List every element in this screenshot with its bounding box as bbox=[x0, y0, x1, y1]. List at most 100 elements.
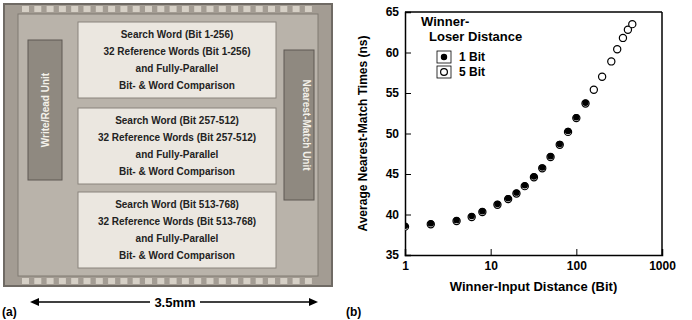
point bbox=[405, 223, 408, 228]
y-tick-label: 40 bbox=[386, 208, 400, 222]
bond-pad bbox=[96, 6, 103, 12]
bond-pad bbox=[231, 278, 238, 284]
point bbox=[629, 21, 636, 28]
chip-core bbox=[18, 14, 318, 276]
point bbox=[405, 223, 409, 230]
array-block bbox=[78, 22, 276, 98]
bond-pad bbox=[84, 6, 91, 12]
point bbox=[608, 58, 615, 65]
bond-pad bbox=[170, 278, 177, 284]
y-axis-line bbox=[406, 13, 412, 256]
y-tick-label: 35 bbox=[386, 248, 400, 262]
bond-pad bbox=[157, 6, 164, 12]
bond-pad bbox=[145, 278, 152, 284]
point bbox=[573, 115, 580, 122]
legend: Winner-Loser Distance1 Bit5 Bit bbox=[421, 14, 522, 79]
write-read-unit bbox=[28, 40, 62, 180]
y-tick: 55 bbox=[386, 86, 411, 100]
x-tick: 100 bbox=[567, 249, 587, 273]
x-tick-label: 100 bbox=[567, 259, 587, 273]
bond-pad bbox=[207, 6, 214, 12]
legend-marker bbox=[441, 69, 448, 76]
block-text: 32 Reference Words (Bit 1-256) bbox=[103, 46, 250, 57]
bond-pad bbox=[293, 278, 300, 284]
point bbox=[540, 165, 545, 170]
y-tick: 40 bbox=[386, 208, 411, 222]
bond-pad bbox=[256, 6, 263, 12]
x-axis-title: Winner-Input Distance (Bit) bbox=[450, 279, 617, 294]
point bbox=[454, 218, 459, 223]
chart: 1 10 100 1000 35 40 45 50 55 60 65 Winner-Input Dis… bbox=[346, 5, 676, 319]
bond-pad bbox=[194, 6, 201, 12]
block-text: and Fully-Parallel bbox=[136, 63, 219, 74]
frame-right bbox=[661, 12, 663, 255]
point bbox=[583, 100, 588, 105]
block-text: Bit- & Word Comparison bbox=[119, 166, 235, 177]
bond-pad bbox=[108, 278, 115, 284]
bond-pad bbox=[280, 6, 287, 12]
point bbox=[428, 221, 433, 226]
bond-pad bbox=[219, 278, 226, 284]
x-tick-mark bbox=[491, 249, 492, 255]
legend-label: 5 Bit bbox=[459, 65, 485, 79]
array-block bbox=[78, 192, 276, 268]
x-tick-label: 1000 bbox=[649, 259, 676, 273]
x-tick-label: 10 bbox=[484, 259, 498, 273]
y-tick-label: 50 bbox=[386, 127, 400, 141]
point bbox=[495, 201, 500, 206]
bond-pad bbox=[305, 6, 312, 12]
y-tick: 50 bbox=[386, 127, 411, 141]
left-unit-label: Write/Read Unit bbox=[40, 72, 51, 147]
bond-pad bbox=[71, 278, 78, 284]
y-tick: 65 bbox=[386, 5, 411, 19]
legend-marker bbox=[441, 54, 446, 59]
bond-pad bbox=[145, 6, 152, 12]
bond-pad bbox=[34, 6, 41, 12]
bond-pad bbox=[207, 278, 214, 284]
bond-pad bbox=[305, 278, 312, 284]
bond-pad bbox=[133, 278, 140, 284]
bond-pad bbox=[108, 6, 115, 12]
points bbox=[405, 21, 636, 231]
point bbox=[582, 100, 589, 107]
bond-pad bbox=[22, 278, 29, 284]
point bbox=[565, 128, 570, 133]
bond-pad bbox=[280, 278, 287, 284]
block-text: Search Word (Bit 513-768) bbox=[115, 199, 239, 210]
x-axis: 1 10 100 1000 bbox=[402, 249, 676, 273]
y-tick-label: 45 bbox=[386, 167, 400, 181]
y-tick-mark bbox=[405, 134, 411, 135]
x-tick: 10 bbox=[484, 249, 498, 273]
y-tick-mark bbox=[405, 93, 411, 94]
point bbox=[514, 190, 519, 195]
y-axis: 35 40 45 50 55 60 65 bbox=[386, 5, 411, 262]
bond-pad bbox=[59, 278, 66, 284]
bond-pad bbox=[120, 278, 127, 284]
point bbox=[548, 154, 553, 159]
block-text: and Fully-Parallel bbox=[136, 149, 219, 160]
bond-pad bbox=[243, 278, 250, 284]
chip-die bbox=[4, 4, 332, 286]
bond-pad bbox=[34, 278, 41, 284]
arrow-head bbox=[30, 298, 39, 306]
point bbox=[531, 174, 536, 179]
x-tick-label: 1 bbox=[402, 259, 409, 273]
point bbox=[590, 86, 597, 93]
y-tick: 60 bbox=[386, 46, 411, 60]
x-axis-line bbox=[406, 249, 663, 256]
bond-pad bbox=[47, 278, 54, 284]
point bbox=[480, 209, 485, 214]
panel-label: (a) bbox=[2, 305, 17, 319]
point bbox=[469, 214, 474, 219]
point bbox=[614, 46, 621, 53]
y-tick-mark bbox=[405, 12, 411, 13]
point bbox=[505, 196, 512, 203]
bond-pad bbox=[170, 6, 177, 12]
block-text: Bit- & Word Comparison bbox=[119, 80, 235, 91]
bond-pad bbox=[182, 278, 189, 284]
frame-top bbox=[405, 11, 662, 13]
legend-title: Winner- bbox=[421, 14, 469, 29]
bond-pad bbox=[219, 6, 226, 12]
point bbox=[530, 174, 537, 181]
y-tick-mark bbox=[405, 215, 411, 216]
